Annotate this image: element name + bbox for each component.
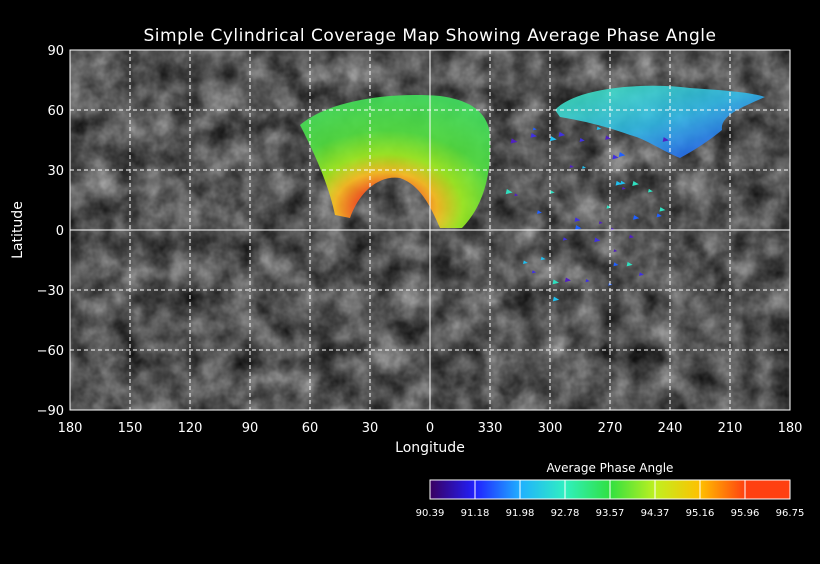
coverage-point <box>550 190 555 194</box>
x-axis-label: Longitude <box>395 440 465 456</box>
map-frame <box>69 49 791 411</box>
coverage-point <box>648 188 653 193</box>
x-tick-label: 330 <box>478 421 503 436</box>
coverage-point <box>585 279 590 283</box>
x-tick-label: 210 <box>718 421 743 436</box>
coverage-point <box>579 138 585 142</box>
colorbar-swatch <box>475 480 521 499</box>
coverage-point <box>613 249 618 253</box>
coverage-point <box>633 215 640 220</box>
colorbar-title: Average Phase Angle <box>547 461 674 475</box>
coverage-point <box>532 127 537 131</box>
x-tick-label: 30 <box>362 421 379 436</box>
coverage-point <box>629 234 635 239</box>
colorbar-tick-label: 90.39 <box>416 508 445 519</box>
colorbar-tick-label: 95.96 <box>731 508 760 519</box>
coverage-point <box>530 132 537 138</box>
x-tick-label: 90 <box>242 421 259 436</box>
coverage-point <box>638 272 644 276</box>
x-tick-label: 180 <box>58 421 83 436</box>
colorbar-tick-label: 93.57 <box>596 508 625 519</box>
colorbar-swatch <box>610 480 656 499</box>
colorbar-swatch <box>520 480 566 499</box>
map-title: Simple Cylindrical Coverage Map Showing … <box>144 26 717 46</box>
coverage-point <box>618 152 626 157</box>
x-tick-label: 300 <box>538 421 563 436</box>
colorbar-tick-label: 94.37 <box>641 508 670 519</box>
coverage-point <box>574 217 581 222</box>
coverage-point <box>531 270 537 274</box>
coverage-point <box>615 180 622 186</box>
colorbar-swatch <box>430 480 476 499</box>
colorbar-ticks: 90.39 91.18 91.98 92.78 93.57 94.37 95.16 95.96… <box>416 480 805 519</box>
coverage-point <box>514 193 519 197</box>
coverage-point <box>564 277 572 283</box>
colorbar-tick-label: 91.18 <box>461 508 490 519</box>
coverage-point <box>549 136 557 142</box>
y-tick-label: −30 <box>37 284 64 299</box>
latitude-ticks: 90 60 30 0 −30 −60 −90 <box>37 44 64 419</box>
coverage-point <box>620 180 626 185</box>
colorbar-tick-label: 92.78 <box>551 508 580 519</box>
x-tick-label: 270 <box>598 421 623 436</box>
coverage-point <box>569 164 574 168</box>
coverage-point <box>558 131 566 137</box>
coverage-point <box>598 221 603 225</box>
y-tick-label: −90 <box>37 404 64 419</box>
coverage-point <box>523 260 528 265</box>
coverage-point <box>510 138 518 144</box>
colorbar: Average Phase Angle 90.39 91.18 91.98 92.78… <box>416 461 805 519</box>
colorbar-swatch <box>700 480 746 499</box>
coverage-point <box>596 126 602 131</box>
coverage-point <box>505 189 513 195</box>
coverage-point <box>552 296 560 302</box>
northern-cap-region <box>555 85 765 158</box>
map-grid <box>70 50 790 410</box>
coverage-point <box>562 237 568 241</box>
colorbar-swatch <box>745 480 791 499</box>
coverage-point <box>662 137 670 142</box>
coverage-point <box>612 154 619 160</box>
coverage-point <box>613 262 619 267</box>
coverage-point <box>659 207 666 212</box>
northern-fan-region <box>300 95 491 228</box>
colorbar-swatch <box>655 480 701 499</box>
colorbar-swatches <box>430 480 791 499</box>
y-axis-label: Latitude <box>10 201 26 259</box>
coverage-point <box>632 180 639 186</box>
y-tick-label: −60 <box>37 344 64 359</box>
coverage-point <box>594 237 601 243</box>
x-tick-label: 240 <box>658 421 683 436</box>
colorbar-swatch <box>565 480 611 499</box>
coverage-point <box>656 213 662 218</box>
coverage-point <box>626 261 633 267</box>
y-tick-label: 0 <box>56 224 64 239</box>
coverage-point <box>582 165 586 169</box>
colorbar-tick-label: 96.75 <box>776 508 805 519</box>
colorbar-tick-label: 91.98 <box>506 508 535 519</box>
coverage-point <box>575 225 582 230</box>
colorbar-tick-label: 95.16 <box>686 508 715 519</box>
y-tick-label: 30 <box>47 164 64 179</box>
x-tick-label: 0 <box>426 421 434 436</box>
longitude-ticks: 180 150 120 90 60 30 0 330 300 270 240 210 180 <box>58 421 803 436</box>
coverage-overlays <box>300 85 765 302</box>
x-tick-label: 150 <box>118 421 143 436</box>
coverage-point <box>536 210 542 215</box>
coverage-point <box>552 279 560 285</box>
x-tick-label: 180 <box>778 421 803 436</box>
coverage-point <box>621 186 626 190</box>
coverage-point <box>605 135 611 140</box>
scattered-coverage-points <box>505 126 670 302</box>
coverage-point <box>540 256 546 261</box>
y-tick-label: 90 <box>47 44 64 59</box>
x-tick-label: 120 <box>178 421 203 436</box>
y-tick-label: 60 <box>47 104 64 119</box>
x-tick-label: 60 <box>302 421 319 436</box>
